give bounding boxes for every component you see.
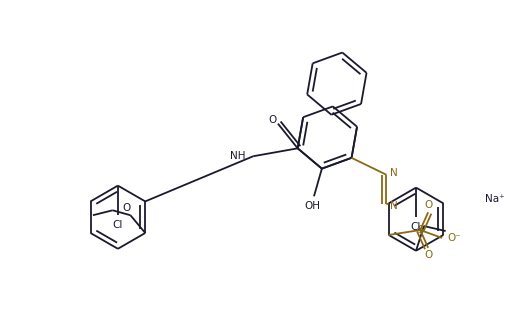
- Text: N: N: [390, 168, 398, 178]
- Text: O⁻: O⁻: [447, 233, 461, 243]
- Text: O: O: [122, 203, 131, 213]
- Text: NH: NH: [230, 151, 245, 161]
- Text: N: N: [390, 201, 398, 211]
- Text: Na⁺: Na⁺: [485, 194, 505, 204]
- Text: O: O: [424, 200, 432, 210]
- Text: O: O: [424, 250, 432, 260]
- Text: Cl: Cl: [112, 220, 123, 230]
- Text: OH: OH: [304, 201, 320, 211]
- Text: S: S: [417, 225, 423, 235]
- Text: O: O: [268, 115, 276, 125]
- Text: Cl: Cl: [411, 222, 421, 232]
